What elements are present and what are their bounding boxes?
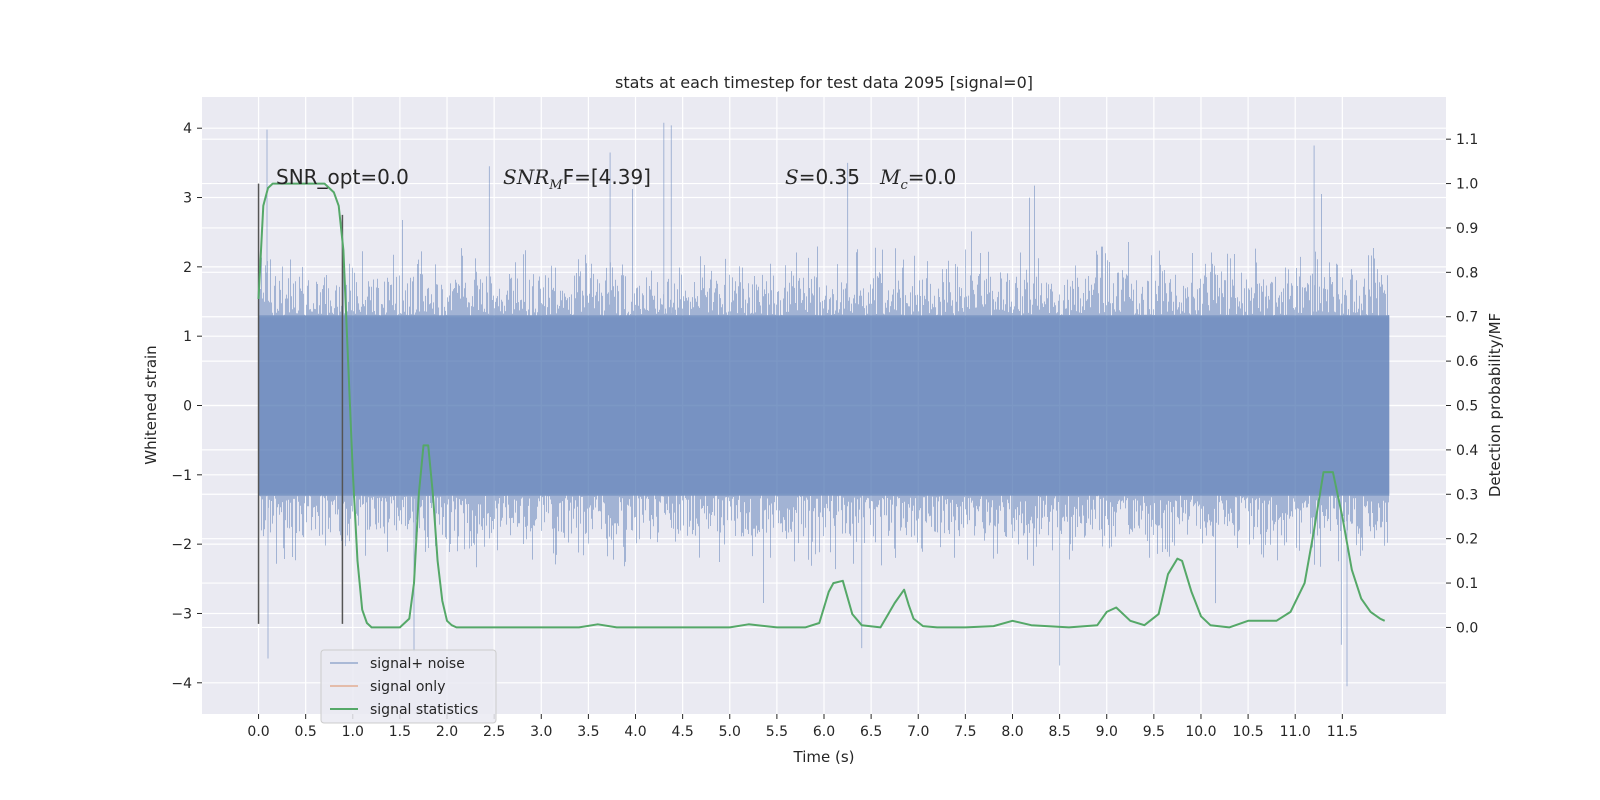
y2-tick-label: 0.2 <box>1456 532 1478 548</box>
signal-statistics-series <box>257 182 1386 629</box>
x-tick-label: 6.0 <box>813 724 835 740</box>
y2-tick-label: 0.4 <box>1456 443 1478 459</box>
x-tick-label: 3.0 <box>530 724 552 740</box>
x-tick-label: 6.5 <box>860 724 882 740</box>
noise-core <box>258 315 1390 496</box>
x-tick-label: 1.5 <box>389 724 411 740</box>
x-tick-label: 8.0 <box>1001 724 1023 740</box>
y2-axis: 1.1 1.0 0.9 0.8 0.7 0.6 0.5 0.4 0.3 0.2 0.1 0.0 <box>1446 132 1478 636</box>
y2-tick-label: 0.8 <box>1456 265 1478 281</box>
x-tick-label: 11.5 <box>1327 724 1358 740</box>
y-tick-label: −2 <box>171 537 192 553</box>
snr-mf-sub: M <box>548 178 563 193</box>
x-tick-label: 2.0 <box>436 724 458 740</box>
y2-tick-label: 0.3 <box>1456 487 1478 503</box>
y2-tick-label: 0.5 <box>1456 399 1478 415</box>
s-annotation: S=0.35 <box>785 165 860 189</box>
signal-statistics-line <box>257 182 1386 629</box>
mc-tail: =0.0 <box>908 165 957 189</box>
s-main: S <box>785 165 799 189</box>
y2-tick-label: 0.6 <box>1456 354 1478 370</box>
x-tick-label: 1.0 <box>342 724 364 740</box>
x-tick-label: 11.0 <box>1280 724 1311 740</box>
y2-tick-label: 0.7 <box>1456 310 1478 326</box>
y2-tick-label: 0.1 <box>1456 576 1478 592</box>
x-tick-label: 10.5 <box>1233 724 1264 740</box>
x-tick-label: 3.5 <box>577 724 599 740</box>
mc-sub: c <box>900 178 908 193</box>
signal-noise-series <box>258 122 1390 687</box>
y2-tick-label: 0.0 <box>1456 620 1478 636</box>
x-tick-label: 4.0 <box>624 724 646 740</box>
annotations: SNR_opt=0.0 SNRMF=[4.39] S=0.35 Mc=0.0 <box>276 165 956 193</box>
y2-axis-title: Detection probability/MF <box>1486 313 1504 497</box>
y2-tick-label: 1.0 <box>1456 177 1478 193</box>
legend-label-signal-statistics: signal statistics <box>370 702 478 718</box>
y-tick-label: 2 <box>183 260 192 276</box>
y-axis: 4 3 2 1 0 −1 −2 −3 −4 <box>171 121 202 692</box>
x-tick-label: 4.5 <box>672 724 694 740</box>
markers <box>257 183 344 624</box>
x-tick-label: 9.0 <box>1096 724 1118 740</box>
s-tail: =0.35 <box>799 165 860 189</box>
y-tick-label: 4 <box>183 121 192 137</box>
x-tick-label: 7.0 <box>907 724 929 740</box>
y-tick-label: −1 <box>171 468 192 484</box>
legend-label-signal-noise: signal+ noise <box>370 656 465 672</box>
y2-tick-label: 1.1 <box>1456 132 1478 148</box>
x-axis: 0.0 0.5 1.0 1.5 2.0 2.5 3.0 3.5 4.0 4.5 5.0 5.5 6.0 6… <box>247 714 1358 740</box>
x-tick-label: 7.5 <box>954 724 976 740</box>
legend-box <box>320 649 497 724</box>
x-tick-label: 5.5 <box>766 724 788 740</box>
snr-mf-annotation: SNRMF=[4.39] <box>503 165 651 193</box>
snr-mf-tail: F=[4.39] <box>563 165 651 189</box>
y-tick-label: −3 <box>171 606 192 622</box>
x-tick-label: 0.5 <box>295 724 317 740</box>
x-tick-label: 8.5 <box>1048 724 1070 740</box>
y-tick-label: 3 <box>183 191 192 207</box>
mc-main: M <box>879 165 901 189</box>
y-tick-label: 1 <box>183 329 192 345</box>
y-tick-label: 0 <box>183 399 192 415</box>
snr-mf-main: SNR <box>503 165 549 189</box>
x-tick-label: 5.0 <box>719 724 741 740</box>
y-tick-label: −4 <box>171 676 192 692</box>
x-tick-label: 0.0 <box>247 724 269 740</box>
snr-opt-annotation: SNR_opt=0.0 <box>276 165 409 189</box>
x-tick-label: 2.5 <box>483 724 505 740</box>
y2-tick-label: 0.9 <box>1456 221 1478 237</box>
y-axis-title: Whitened strain <box>142 345 160 464</box>
mc-annotation: Mc=0.0 <box>879 165 956 193</box>
x-tick-label: 10.0 <box>1185 724 1216 740</box>
chart-title: stats at each timestep for test data 209… <box>615 73 1033 92</box>
legend: signal+ noise signal only signal statist… <box>320 649 497 724</box>
x-tick-label: 9.5 <box>1143 724 1165 740</box>
legend-label-signal-only: signal only <box>370 679 445 695</box>
x-axis-title: Time (s) <box>793 748 855 766</box>
